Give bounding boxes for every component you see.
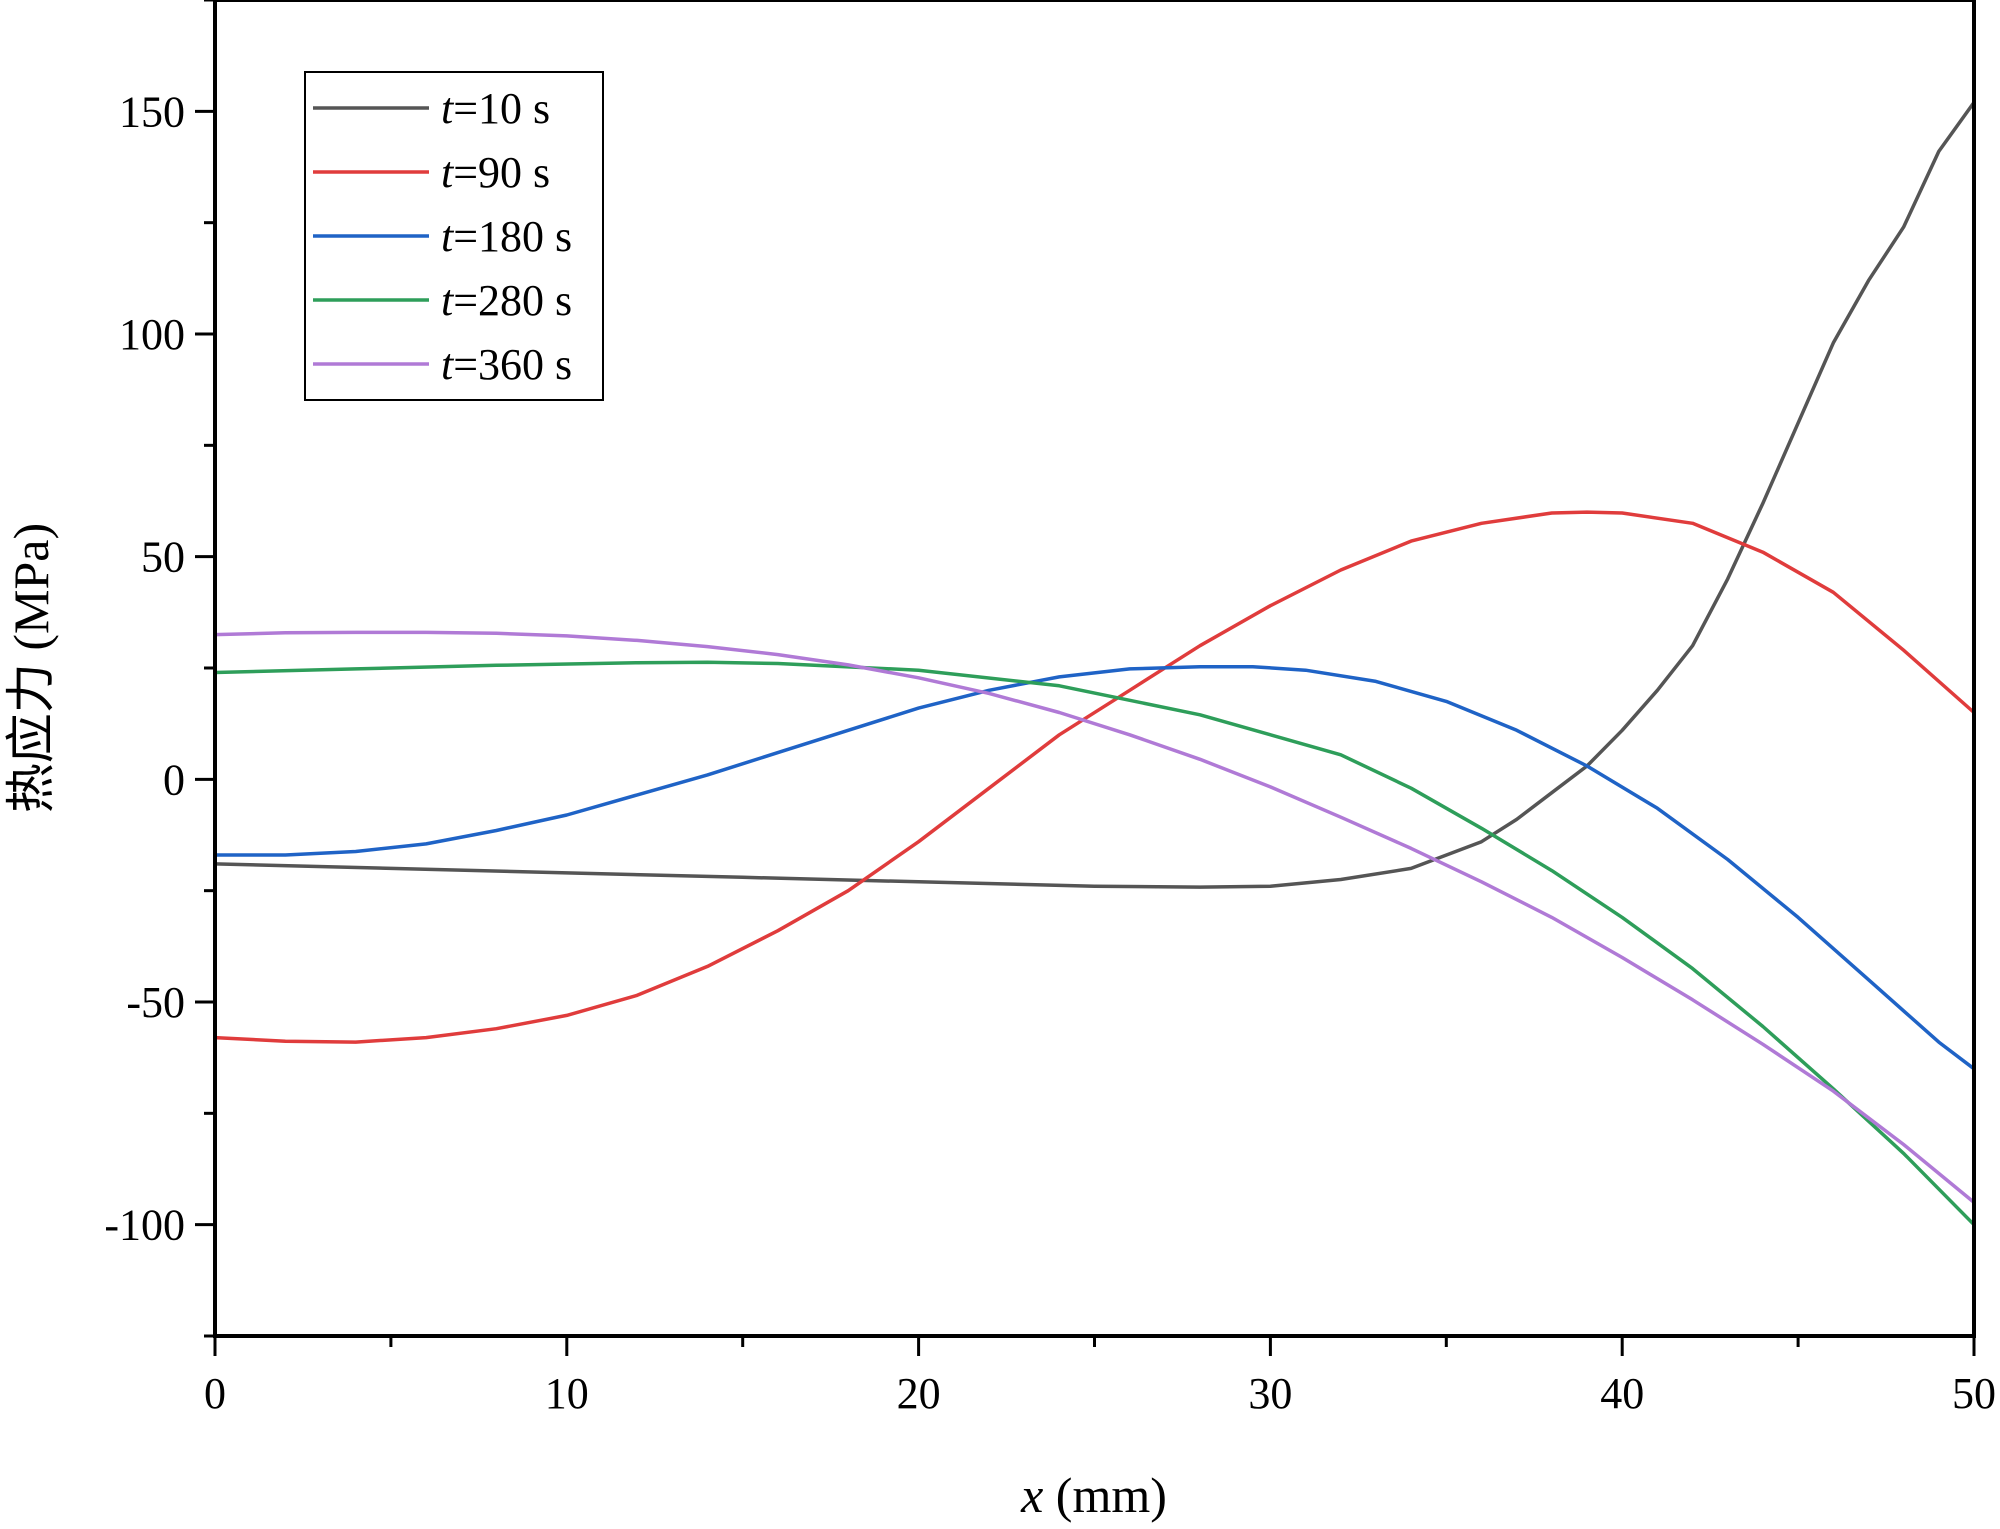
y-tick-label: -50	[126, 978, 185, 1027]
series-line-5	[213, 630, 1976, 1205]
series-line-1	[213, 100, 1976, 889]
legend-label-var: t	[441, 148, 455, 197]
y-tick-label: 100	[119, 310, 185, 359]
series-line-3	[213, 664, 1976, 1071]
y-tick-label: 50	[141, 533, 185, 582]
axis-layer: 0 10 20 30 40 50 -100 -50 0 50 100 150	[104, 0, 1996, 1418]
legend-label-rest: =90 s	[453, 148, 550, 197]
legend-label-var: t	[441, 276, 455, 325]
y-tick-label: 150	[119, 87, 185, 136]
x-tick-label: 50	[1952, 1369, 1996, 1418]
y-tick-label: -100	[104, 1201, 185, 1250]
legend-label-var: t	[441, 84, 455, 133]
legend-item-4: t=280 s	[313, 276, 572, 325]
x-axis-title-unit: (mm)	[1043, 1467, 1167, 1523]
legend-item-3: t=180 s	[313, 212, 572, 261]
x-axis-title: x (mm)	[1020, 1467, 1167, 1523]
legend-label: t=360 s	[441, 340, 572, 389]
legend-label-var: t	[441, 212, 455, 261]
x-tick-label: 30	[1248, 1369, 1292, 1418]
y-axis-title: 热应力 (MPa)	[3, 523, 59, 813]
legend-label-var: t	[441, 340, 455, 389]
x-tick-label: 40	[1600, 1369, 1644, 1418]
legend: t=10 st=90 st=180 st=280 st=360 s	[304, 71, 604, 401]
series-layer	[213, 100, 1976, 1227]
legend-label-rest: =280 s	[453, 276, 572, 325]
legend-label-rest: =10 s	[453, 84, 550, 133]
y-tick-label: 0	[163, 755, 185, 804]
legend-item-1: t=10 s	[313, 84, 550, 133]
legend-label: t=180 s	[441, 212, 572, 261]
series-line-2	[213, 510, 1976, 1044]
legend-label: t=90 s	[441, 148, 550, 197]
legend-label-rest: =360 s	[453, 340, 572, 389]
x-tick-label: 10	[545, 1369, 589, 1418]
x-axis-title-var: x	[1020, 1467, 1043, 1523]
x-tick-label: 20	[897, 1369, 941, 1418]
x-tick-label: 0	[204, 1369, 226, 1418]
legend-label-rest: =180 s	[453, 212, 572, 261]
legend-item-5: t=360 s	[313, 340, 572, 389]
series-line-4	[213, 660, 1976, 1227]
legend-item-2: t=90 s	[313, 148, 550, 197]
legend-label: t=280 s	[441, 276, 572, 325]
legend-label: t=10 s	[441, 84, 550, 133]
